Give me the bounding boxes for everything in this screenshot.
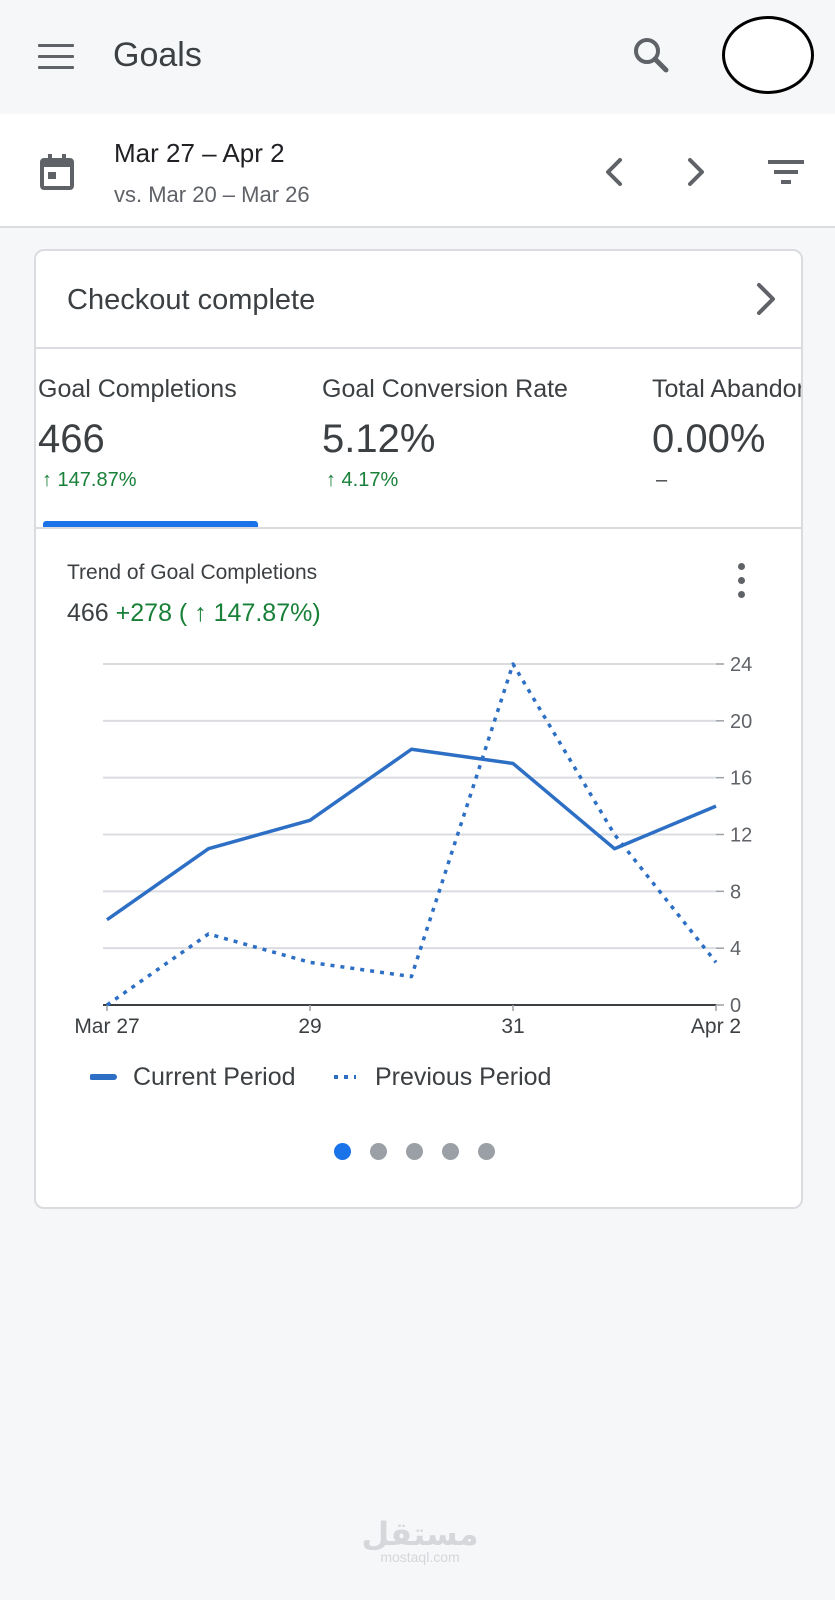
avatar[interactable] <box>722 16 814 94</box>
metric-change: – <box>656 469 668 491</box>
series-line-previous <box>105 662 718 1007</box>
trend-total: 466 <box>67 599 109 627</box>
page-dot[interactable] <box>478 1143 495 1160</box>
watermark-arabic: مستقل <box>361 1515 479 1553</box>
chevron-left-icon[interactable] <box>596 152 636 192</box>
page-indicator <box>334 1143 514 1163</box>
page-dot[interactable] <box>406 1143 423 1160</box>
legend-label: Previous Period <box>374 1063 552 1091</box>
x-tick-label: Mar 27 <box>74 1015 139 1038</box>
trend-chart: 0 4 8 12 16 20 24 Mar 27 29 31 Apr 2 <box>74 654 752 1038</box>
date-range-bar: Mar 27 – Apr 2 vs. Mar 20 – Mar 26 <box>0 114 835 228</box>
metric-change: ↑ 4.17% <box>326 469 399 491</box>
x-tick-label: Apr 2 <box>691 1015 741 1038</box>
x-tick-label: 31 <box>501 1015 524 1038</box>
metric-label: Goal Completions <box>38 375 237 403</box>
legend-current: Current Period <box>89 1063 296 1093</box>
x-tick-label: 29 <box>298 1015 321 1038</box>
search-icon[interactable] <box>630 34 674 78</box>
legend-previous: Previous Period <box>332 1063 551 1093</box>
compare-range-label: vs. Mar 20 – Mar 26 <box>114 182 310 207</box>
series-line-current <box>105 747 717 922</box>
more-vert-icon[interactable] <box>726 559 756 603</box>
watermark-logo: مستقل mostaql.com <box>360 1515 480 1575</box>
page-title: Goals <box>113 36 202 74</box>
metric-total-abandonment-rate[interactable]: Total Abandonment Rate 0.00% – <box>652 349 801 527</box>
y-tick-label: 16 <box>730 768 752 790</box>
card-title: Checkout complete <box>67 284 316 316</box>
y-tick-label: 20 <box>730 711 752 733</box>
page-dot[interactable] <box>370 1143 387 1160</box>
legend-label: Current Period <box>132 1063 296 1091</box>
watermark-latin: mostaql.com <box>380 1549 460 1565</box>
trend-title: Trend of Goal Completions <box>67 561 318 584</box>
trend-delta: +278 ( ↑ 147.87%) <box>115 599 321 627</box>
active-tab-indicator <box>43 521 258 527</box>
metrics-tabs: Goal Completions 466 ↑ 147.87% Goal Conv… <box>36 349 801 529</box>
metric-label: Goal Conversion Rate <box>322 375 568 403</box>
card-header[interactable]: Checkout complete <box>36 251 801 349</box>
chevron-right-icon[interactable] <box>746 279 786 319</box>
metric-goal-completions[interactable]: Goal Completions 466 ↑ 147.87% <box>38 349 308 527</box>
calendar-icon[interactable] <box>38 152 76 190</box>
goal-card: Checkout complete Goal Completions 466 ↑… <box>34 249 803 1209</box>
filter-icon[interactable] <box>764 152 808 192</box>
metric-change: ↑ 147.87% <box>42 469 137 491</box>
metric-goal-conversion-rate[interactable]: Goal Conversion Rate 5.12% ↑ 4.17% <box>322 349 642 527</box>
y-tick-label: 0 <box>730 995 741 1017</box>
app-bar: Goals <box>0 0 835 114</box>
y-tick-label: 8 <box>730 881 741 903</box>
menu-icon[interactable] <box>36 38 76 74</box>
metric-value: 5.12% <box>322 417 436 461</box>
page-dot[interactable] <box>334 1143 351 1160</box>
trend-summary: 466 +278 ( ↑ 147.87%) <box>67 599 321 628</box>
metric-value: 0.00% <box>652 417 766 461</box>
y-tick-label: 4 <box>730 938 741 960</box>
page-dot[interactable] <box>442 1143 459 1160</box>
metric-value: 466 <box>38 417 105 461</box>
y-tick-label: 12 <box>730 825 752 847</box>
metric-label: Total Abandonment Rate <box>652 375 801 403</box>
solid-line-icon <box>89 1074 117 1081</box>
date-range-label[interactable]: Mar 27 – Apr 2 <box>114 138 285 168</box>
dotted-line-icon <box>334 1075 356 1080</box>
chevron-right-icon[interactable] <box>676 152 716 192</box>
y-tick-label: 24 <box>730 654 752 676</box>
